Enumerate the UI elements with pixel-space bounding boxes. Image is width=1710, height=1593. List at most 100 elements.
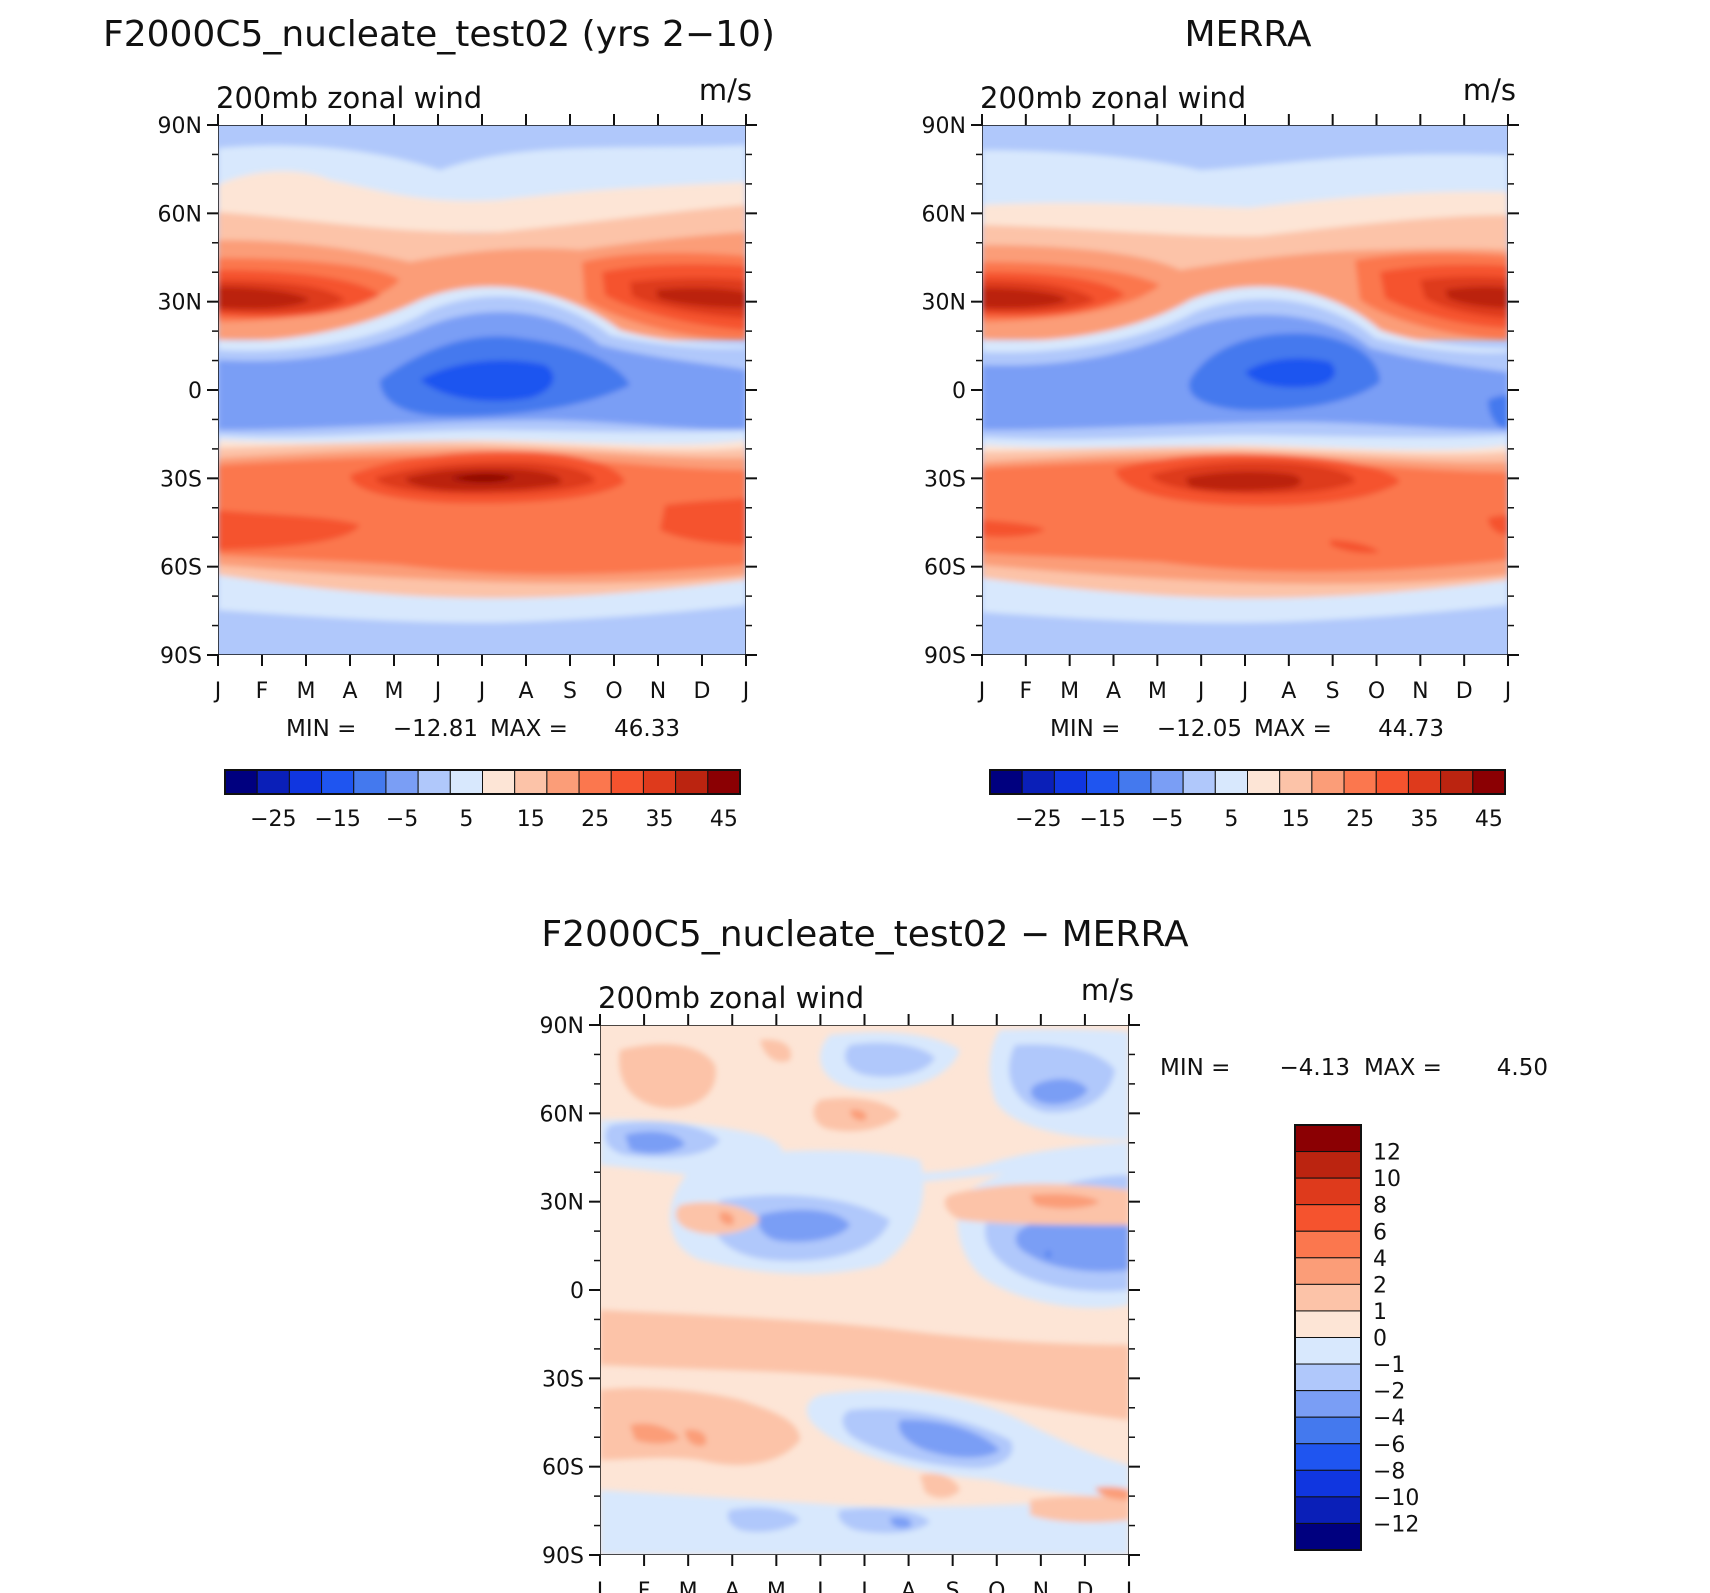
x-tick-label: O: [988, 1579, 1005, 1593]
colorbar-swatch: [1294, 1230, 1362, 1259]
y-tick-label: 30S: [542, 1367, 584, 1392]
x-tick-label: J: [1240, 679, 1249, 704]
x-tick-label: M: [767, 1579, 786, 1593]
panel-merra: MERRA 200mb zonal wind m/s: [922, 14, 1519, 832]
x-tick-label: J: [595, 1579, 604, 1593]
y-axis-ticks: 90N 60N 30N 0 30S 60S 90S: [158, 114, 757, 669]
colorbar-swatch: [256, 769, 290, 795]
x-tick-label: A: [518, 679, 533, 704]
colorbar-swatch: [1294, 1337, 1362, 1365]
colorbar-label: 8: [1373, 1194, 1387, 1219]
colorbar-swatch: [610, 769, 644, 795]
colorbar-swatch: [321, 769, 355, 795]
panel-model: F2000C5_nucleate_test02 (yrs 2−10) 200mb…: [103, 14, 775, 832]
x-tick-label: J: [977, 679, 986, 704]
colorbar-swatch: [1053, 769, 1088, 795]
panel-title: F2000C5_nucleate_test02 − MERRA: [541, 914, 1189, 955]
colorbar-label: 12: [1373, 1141, 1401, 1166]
colorbar-swatch: [1375, 769, 1409, 795]
y-tick-label: 0: [952, 379, 966, 404]
colorbar-swatch: [578, 769, 612, 795]
colorbar-label: −6: [1373, 1433, 1405, 1458]
colorbar-frame: [224, 769, 741, 795]
colorbar-label: −15: [314, 807, 360, 832]
y-tick-label: 90S: [924, 644, 966, 669]
colorbar-swatch: [1214, 769, 1248, 795]
colorbar-swatch: [989, 769, 1023, 795]
colorbar-swatch: [449, 769, 483, 795]
colorbar-swatch: [1294, 1363, 1362, 1392]
y-axis-ticks: 90N 60N 30N 0 30S 60S 90S: [540, 1014, 1140, 1569]
colorbar-swatch: [1294, 1151, 1362, 1179]
colorbar: −25 −15 −5 5 15 25 35 45: [224, 769, 741, 832]
colorbar-label: 2: [1373, 1273, 1387, 1298]
contour-field: [218, 125, 746, 655]
colorbar-label: −15: [1079, 807, 1125, 832]
panel-subtitle: 200mb zonal wind: [598, 981, 864, 1015]
x-tick-label: F: [638, 1579, 651, 1593]
x-tick-label: J: [1503, 679, 1512, 704]
colorbar-frame: [989, 769, 1506, 795]
colorbar-swatch: [1440, 769, 1474, 795]
colorbar-swatch: [546, 769, 580, 795]
min-label: MIN =: [286, 716, 356, 742]
colorbar-swatch: [1472, 769, 1506, 795]
max-value: 4.50: [1497, 1055, 1548, 1081]
colorbar-label: −25: [250, 807, 296, 832]
y-tick-label: 90N: [540, 1014, 584, 1039]
y-tick-label: 60N: [158, 202, 202, 227]
colorbar-label: 25: [1346, 807, 1374, 832]
colorbar-label: −10: [1373, 1486, 1419, 1511]
x-tick-label: M: [1148, 679, 1167, 704]
units-label: m/s: [1463, 73, 1516, 107]
colorbar-swatch: [1279, 769, 1313, 795]
colorbar-swatch: [1294, 1469, 1362, 1498]
max-value: 46.33: [614, 716, 680, 742]
colorbar-label: 35: [1411, 807, 1439, 832]
colorbar-swatch: [1311, 769, 1345, 795]
colorbar-swatch: [1294, 1443, 1362, 1471]
colorbar-swatch: [1294, 1416, 1362, 1445]
colorbar-swatch: [707, 769, 741, 795]
y-tick-label: 90N: [922, 114, 966, 139]
y-tick-label: 90S: [542, 1544, 584, 1569]
colorbar-label: 25: [581, 807, 609, 832]
colorbar-swatch: [1294, 1496, 1362, 1524]
x-tick-label: J: [477, 679, 486, 704]
y-tick-label: 60N: [922, 202, 966, 227]
min-value: −12.81: [393, 716, 478, 742]
colorbar-swatch: [1182, 769, 1216, 795]
x-tick-label: M: [679, 1579, 698, 1593]
x-tick-label: A: [1106, 679, 1121, 704]
colorbar-swatch: [482, 769, 516, 795]
colorbar-swatch: [1294, 1204, 1362, 1232]
x-tick-label: D: [1076, 1579, 1093, 1593]
max-label: MAX =: [1364, 1055, 1442, 1081]
colorbar-swatch: [1294, 1283, 1362, 1312]
colorbar-label: 5: [1224, 807, 1238, 832]
colorbar-label: −1: [1373, 1353, 1405, 1378]
colorbar-label: −8: [1373, 1459, 1405, 1484]
y-tick-label: 30S: [160, 467, 202, 492]
colorbar-swatch: [1294, 1522, 1362, 1551]
colorbar-label: 15: [517, 807, 545, 832]
x-tick-label: A: [1281, 679, 1296, 704]
colorbar-label: 0: [1373, 1327, 1387, 1352]
max-label: MAX =: [1254, 716, 1332, 742]
x-tick-label: A: [342, 679, 357, 704]
x-tick-label: D: [1456, 679, 1473, 704]
panel-difference: F2000C5_nucleate_test02 − MERRA 200mb zo…: [540, 914, 1548, 1593]
x-tick-label: M: [297, 679, 316, 704]
x-tick-label: S: [1326, 679, 1340, 704]
y-tick-label: 60N: [540, 1102, 584, 1127]
y-tick-label: 90S: [160, 644, 202, 669]
colorbar-swatch: [1247, 769, 1281, 795]
colorbar-label: 45: [710, 807, 738, 832]
colorbar-swatch: [288, 769, 323, 795]
colorbar-label: 4: [1373, 1247, 1387, 1272]
x-tick-label: J: [859, 1579, 868, 1593]
